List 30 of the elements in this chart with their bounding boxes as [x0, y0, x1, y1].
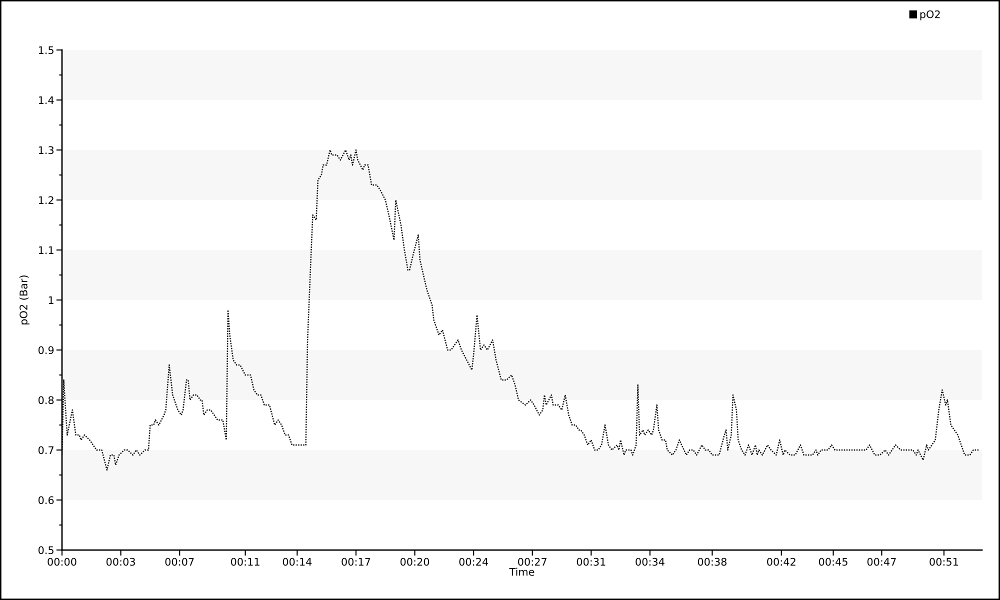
- y-tick-label: 0.5: [38, 546, 54, 554]
- x-tick-label: 00:34: [636, 558, 664, 566]
- y-axis-title: pO2 (Bar): [19, 276, 30, 324]
- x-tick-label: 00:00: [48, 558, 76, 566]
- y-tick-label: 1.4: [38, 96, 54, 104]
- x-tick-label: 00:20: [400, 558, 430, 566]
- y-tick-label: 1.3: [38, 146, 54, 154]
- x-axis-title: Time: [509, 568, 534, 576]
- y-tick-label: 0.8: [38, 396, 54, 404]
- x-tick-label: 00:14: [282, 558, 312, 566]
- y-tick-label: 0.7: [38, 446, 54, 454]
- y-tick-label: 1.1: [38, 246, 54, 254]
- x-tick-label: 00:27: [518, 558, 546, 566]
- x-tick-label: 00:03: [106, 558, 135, 566]
- legend-label: pO2: [920, 10, 940, 20]
- x-tick-label: 00:42: [767, 558, 796, 566]
- x-tick-label: 00:07: [165, 558, 194, 566]
- y-tick-label: 0.6: [38, 496, 54, 504]
- x-tick-label: 00:24: [459, 558, 488, 566]
- y-tick-label: 1: [48, 296, 54, 304]
- x-tick-label: 00:11: [230, 558, 260, 566]
- y-tick-label: 1.2: [38, 196, 54, 204]
- x-tick-label: 00:31: [576, 558, 606, 566]
- x-tick-label: 00:47: [867, 558, 896, 566]
- x-tick-label: 00:38: [698, 558, 727, 566]
- x-tick-label: 00:45: [818, 558, 848, 566]
- x-tick-label: 00:17: [342, 558, 370, 566]
- y-tick-label: 1.5: [38, 46, 54, 54]
- y-tick-label: 0.9: [38, 346, 54, 354]
- x-tick-label: 00:51: [930, 558, 958, 566]
